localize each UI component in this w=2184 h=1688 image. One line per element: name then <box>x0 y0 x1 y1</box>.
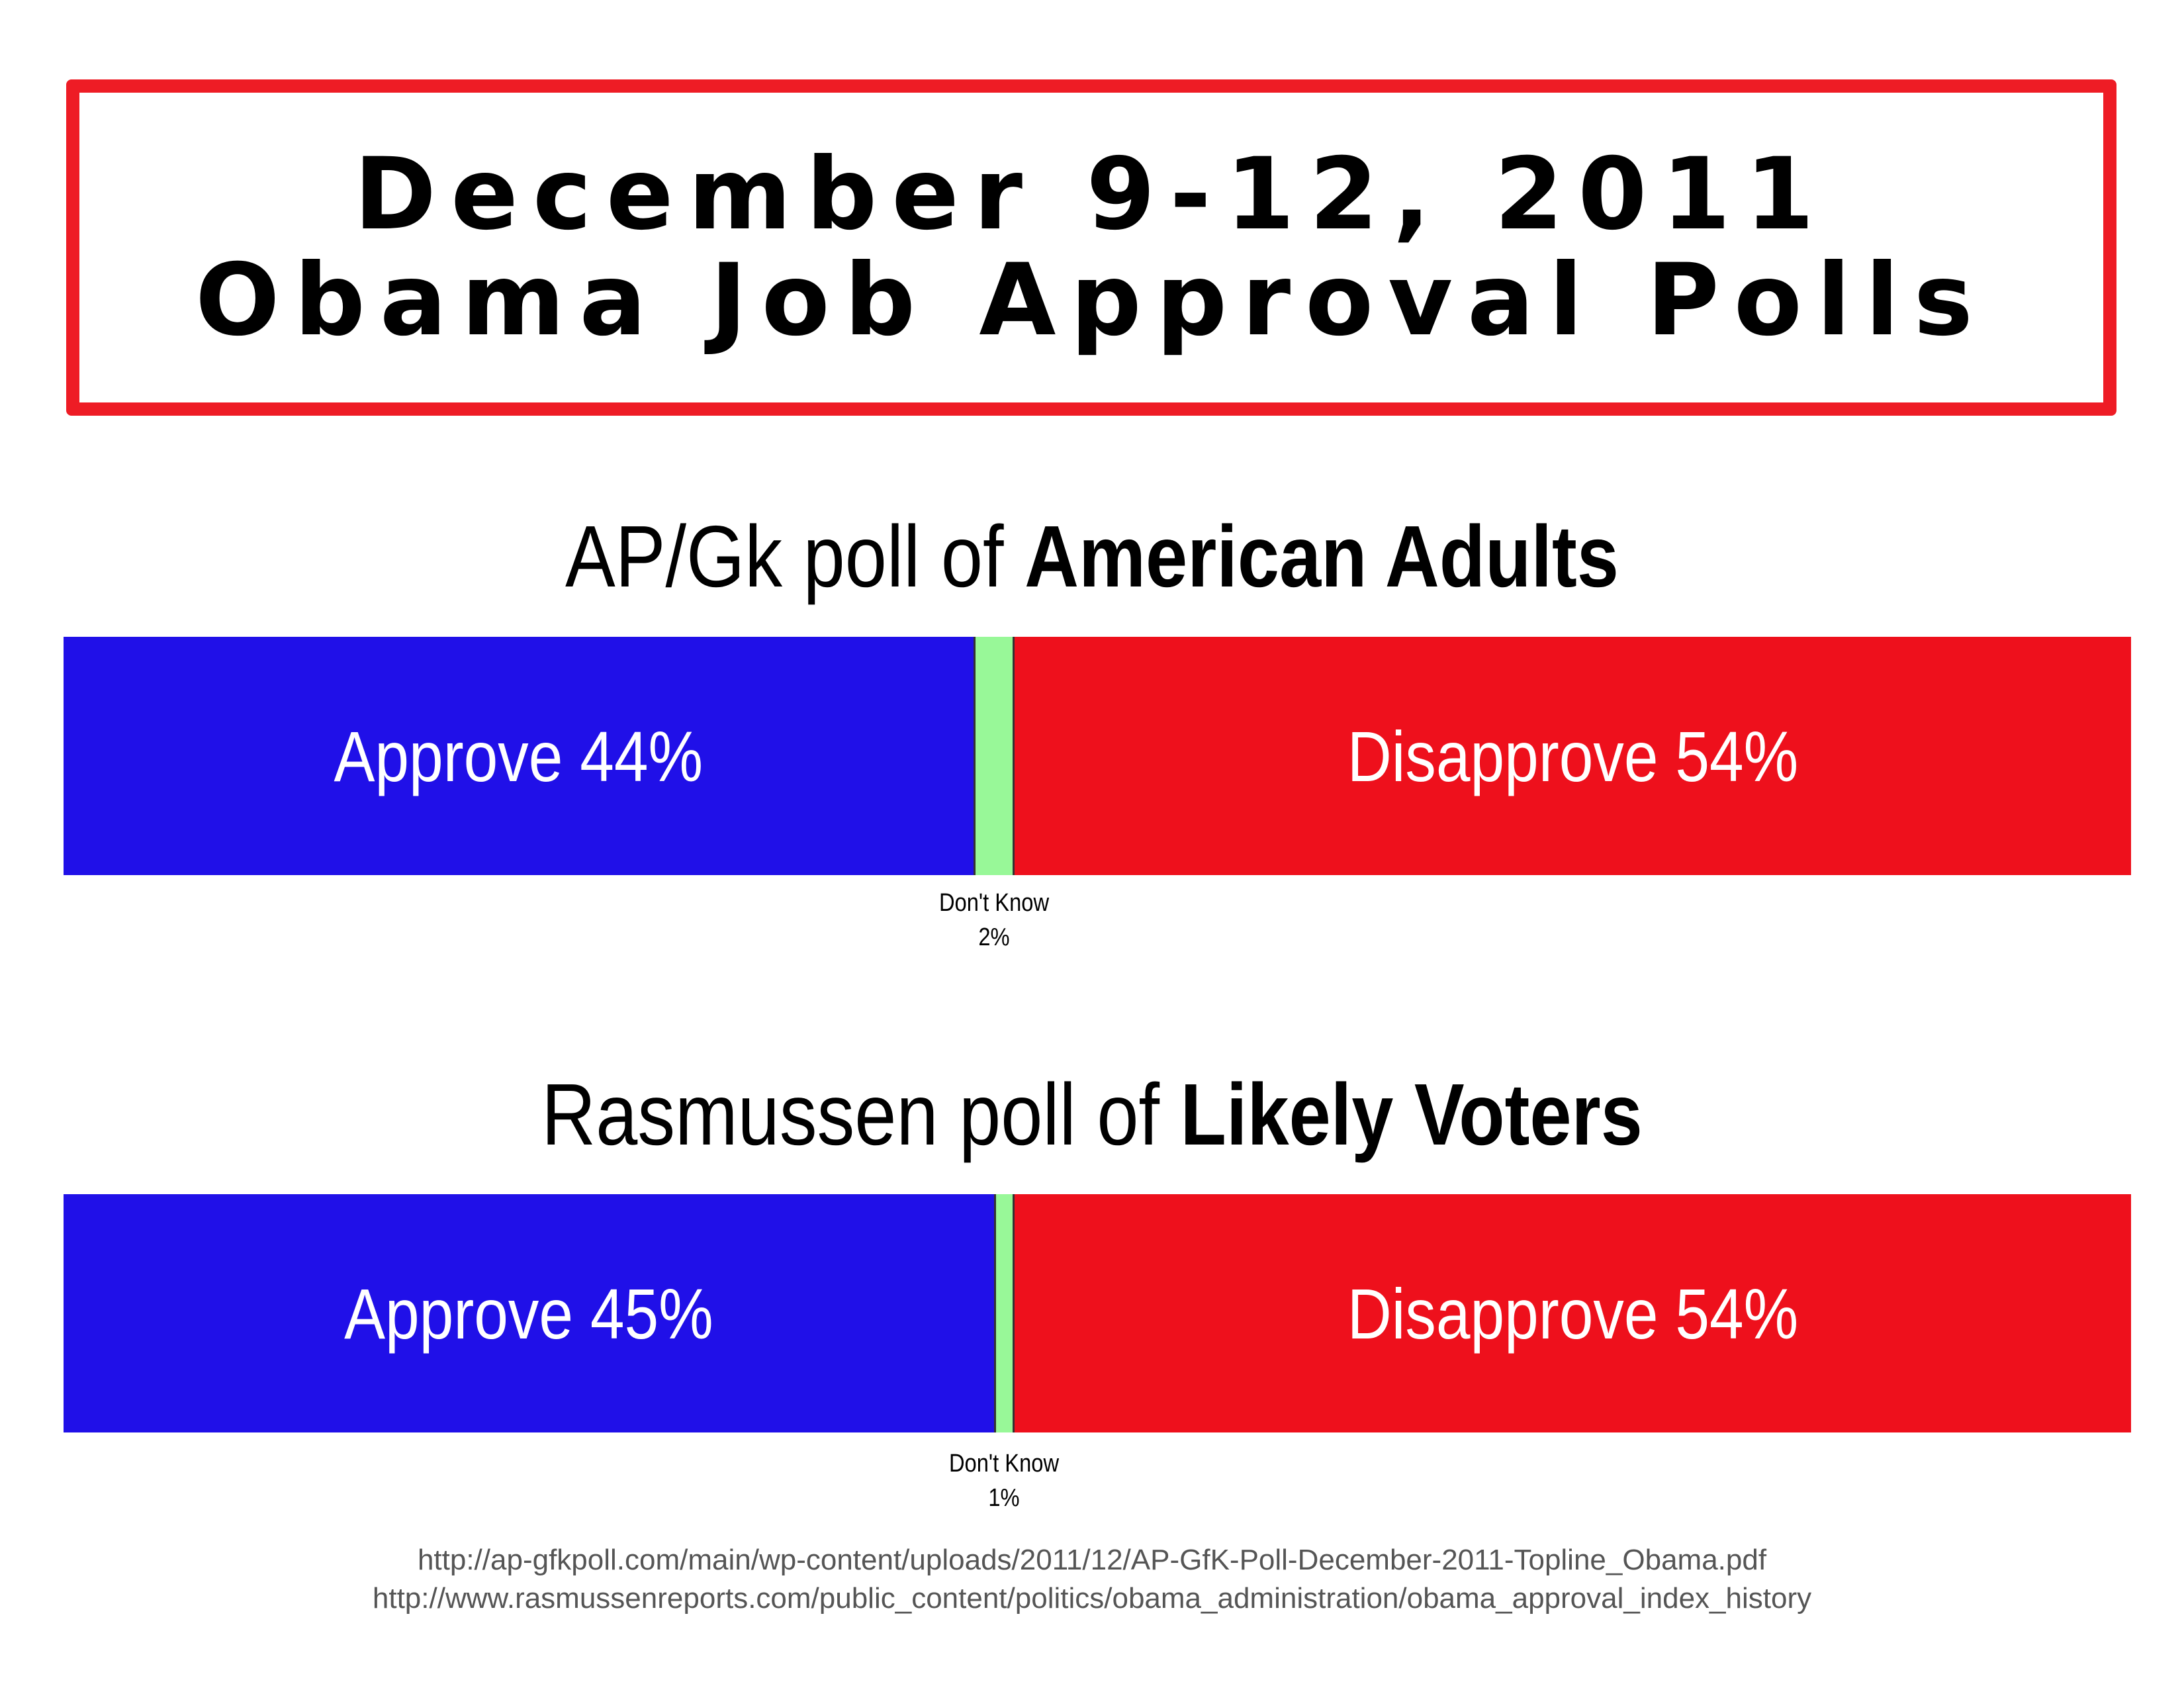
poll-1-heading-bold: American Adults <box>1024 508 1619 605</box>
poll-1-disapprove-segment <box>1015 637 2131 875</box>
poll-2-heading-bold: Likely Voters <box>1180 1066 1643 1163</box>
poll-2-dont-know-value: 1% <box>988 1484 1021 1512</box>
poll-2-bar: Approve 45% Disapprove 54% <box>64 1194 2131 1432</box>
poll-2-heading-regular: Rasmussen poll of <box>541 1066 1181 1163</box>
poll-2-approve-label: Approve 45% <box>344 1273 713 1354</box>
poll-1-dont-know-value: 2% <box>978 923 1010 951</box>
poll-2-heading: Rasmussen poll of Likely Voters <box>153 1064 2031 1164</box>
source-link-rasmussen[interactable]: http://www.rasmussenreports.com/public_c… <box>372 1582 1812 1615</box>
poll-2-disapprove-segment <box>1015 1194 2131 1432</box>
title-frame: December 9-12, 2011 Obama Job Approval P… <box>66 79 2116 416</box>
poll-1-bar: Approve 44% Disapprove 54% <box>64 637 2131 875</box>
poll-2-disapprove-label: Disapprove 54% <box>1347 1273 1799 1354</box>
poll-1-dont-know-text: Don't Know <box>938 889 1049 917</box>
poll-2-approve-segment <box>64 1194 994 1432</box>
sources: http://ap-gfkpoll.com/main/wp-content/up… <box>0 1541 2184 1618</box>
source-link-ap[interactable]: http://ap-gfkpoll.com/main/wp-content/up… <box>417 1544 1767 1576</box>
poll-2-dont-know-label: Don't Know 1% <box>890 1446 1118 1515</box>
poll-1-disapprove-label: Disapprove 54% <box>1347 716 1799 796</box>
title-subject: Obama Job Approval Polls <box>195 243 1987 358</box>
poll-1-dont-know-segment <box>973 637 1015 875</box>
poll-1-approve-segment <box>64 637 974 875</box>
poll-2-dont-know-segment <box>993 1194 1015 1432</box>
poll-1-approve-label: Approve 44% <box>334 716 704 796</box>
poll-1-dont-know-label: Don't Know 2% <box>880 886 1108 955</box>
title-date: December 9-12, 2011 <box>353 137 1829 252</box>
poll-1-heading-regular: AP/Gk poll of <box>565 508 1025 605</box>
poll-1-heading: AP/Gk poll of American Adults <box>153 506 2031 606</box>
poll-2-dont-know-text: Don't Know <box>949 1450 1060 1477</box>
